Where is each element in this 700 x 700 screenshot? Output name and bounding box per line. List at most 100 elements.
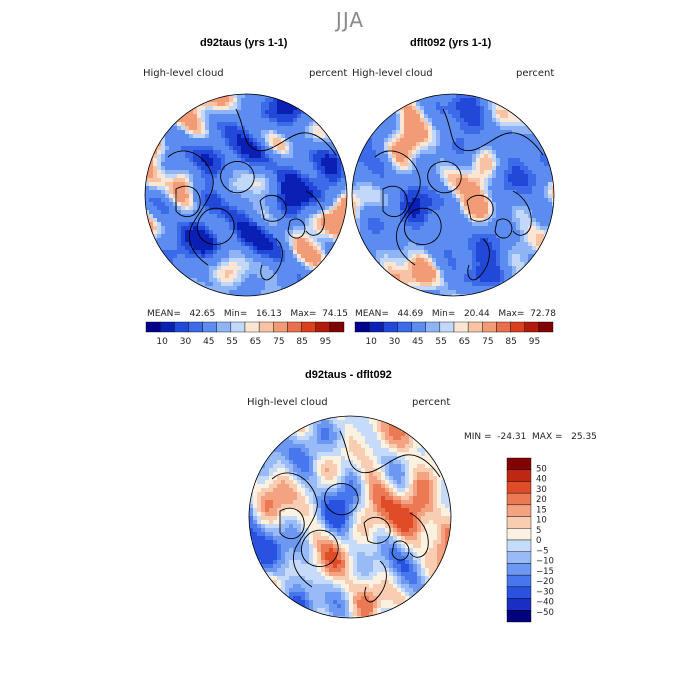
map-cell [193,170,198,175]
map-cell [297,114,302,119]
map-cell [245,206,250,211]
map-cell [197,238,202,243]
map-cell [229,282,234,287]
map-cell [293,162,298,167]
map-cell [277,98,282,103]
map-cell [392,166,397,171]
map-cell [341,420,346,425]
map-cell [500,266,505,271]
map-cell [241,270,246,275]
map-cell [421,460,426,465]
map-cell [177,182,182,187]
map-cell [265,484,270,489]
map-cell [460,122,465,127]
map-cell [305,122,310,127]
map-cell [281,174,286,179]
map-cell [297,218,302,223]
map-cell [460,170,465,175]
map-cell [536,150,541,155]
map-cell [472,186,477,191]
map-cell [241,198,246,203]
map-cell [548,174,553,179]
map-cell [392,154,397,159]
map-cell [289,126,294,131]
map-cell [321,452,326,457]
map-cell [249,270,254,275]
map-cell [257,106,262,111]
map-cell [484,186,489,191]
map-cell [392,270,397,275]
map-cell [420,178,425,183]
map-cell [448,166,453,171]
map-cell [381,468,386,473]
map-cell [520,158,525,163]
map-cell [177,126,182,131]
map-cell [289,110,294,115]
map-cell [217,250,222,255]
map-cell [504,222,509,227]
map-cell [165,162,170,167]
map-cell [452,98,457,103]
map-cell [317,484,322,489]
map-cell [285,166,290,171]
map-cell [285,146,290,151]
map-cell [289,178,294,183]
map-cell [253,488,258,493]
map-cell [345,484,350,489]
map-cell [217,130,222,135]
map-cell [540,210,545,215]
map-cell [392,186,397,191]
map-cell [440,190,445,195]
map-cell [369,460,374,465]
map-cell [528,142,533,147]
map-cell [388,134,393,139]
map-cell [273,202,278,207]
map-cell [261,138,266,143]
map-cell [213,270,218,275]
map-cell [305,444,310,449]
map-cell [440,270,445,275]
map-cell [285,178,290,183]
map-cell [313,226,318,231]
map-cell [201,202,206,207]
map-cell [249,294,254,296]
map-cell [448,230,453,235]
map-cell [269,278,274,283]
map-cell [229,174,234,179]
map-cell [265,278,270,283]
map-cell [161,142,166,147]
map-cell [448,226,453,231]
map-cell [265,126,270,131]
map-cell [389,476,394,481]
map-cell [217,162,222,167]
map-cell [253,94,258,99]
map-cell [460,190,465,195]
map-cell [432,138,437,143]
map-cell [436,274,441,279]
map-cell [285,118,290,123]
map-cell [440,102,445,107]
panel3-stats: MIN = -24.31 MAX = 25.35 [464,432,597,442]
panel2-title: dflt092 (yrs 1-1) [410,37,492,49]
map-cell [333,230,338,235]
map-cell [273,468,278,473]
map-cell [472,262,477,267]
map-cell [209,270,214,275]
map-cell [504,266,509,271]
map-cell [372,182,377,187]
map-cell [496,270,501,275]
map-cell [153,198,158,203]
map-cell [408,226,413,231]
map-cell [500,106,505,111]
map-cell [277,278,282,283]
map-cell [436,114,441,119]
map-cell [448,174,453,179]
map-cell [520,126,525,131]
map-cell [380,218,385,223]
map-cell [508,162,513,167]
map-cell [508,154,513,159]
map-cell [400,162,405,167]
map-cell [448,194,453,199]
map-cell [484,270,489,275]
map-cell [257,254,262,259]
